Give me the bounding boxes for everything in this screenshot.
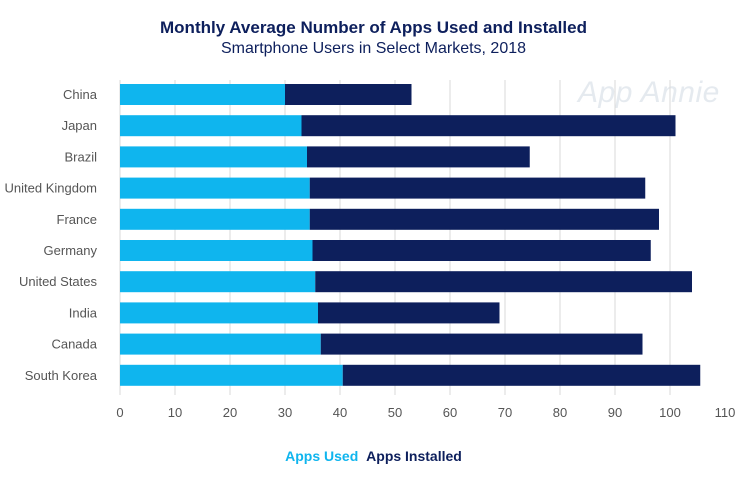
bar-apps-used xyxy=(120,302,318,324)
bar-apps-used xyxy=(120,208,310,230)
category-label: China xyxy=(63,87,98,102)
bar-apps-installed xyxy=(307,146,530,168)
chart-subtitle: Smartphone Users in Select Markets, 2018 xyxy=(220,40,527,57)
x-tick-label: 80 xyxy=(553,405,567,420)
watermark-logo: App Annie xyxy=(578,76,720,109)
bar-apps-installed xyxy=(320,333,643,355)
bar-apps-used xyxy=(120,146,307,168)
category-label: India xyxy=(69,305,98,320)
category-label: Germany xyxy=(44,243,98,258)
category-label: Japan xyxy=(62,118,97,133)
x-axis-labels: 0 10 20 30 40 50 60 70 80 90 100 110 xyxy=(116,405,735,420)
bar-apps-installed xyxy=(309,177,646,199)
bar-apps-used xyxy=(120,84,285,105)
bars xyxy=(120,84,701,386)
y-axis-labels: China Japan Brazil United Kingdom France Germ… xyxy=(5,87,98,383)
bar-apps-used xyxy=(120,364,343,386)
category-label: United Kingdom xyxy=(5,181,98,196)
bar-apps-installed xyxy=(318,302,500,324)
category-label: France xyxy=(57,212,97,227)
x-tick-label: 0 xyxy=(116,405,123,420)
x-tick-label: 110 xyxy=(715,405,736,420)
bar-apps-installed xyxy=(342,364,701,386)
bar-apps-used xyxy=(120,333,321,355)
legend-item-apps-installed: Apps Installed xyxy=(366,448,462,464)
bar-chart: China Japan Brazil United Kingdom France Germ… xyxy=(5,80,735,420)
x-tick-label: 10 xyxy=(168,405,182,420)
bar-apps-installed xyxy=(315,271,692,293)
bar-apps-used xyxy=(120,271,316,293)
x-tick-label: 50 xyxy=(388,405,402,420)
chart-title: Monthly Average Number of Apps Used and … xyxy=(160,18,587,37)
x-tick-label: 40 xyxy=(333,405,347,420)
x-tick-label: 70 xyxy=(498,405,512,420)
bar-apps-used xyxy=(120,240,313,261)
bar-apps-installed xyxy=(301,115,676,137)
category-label: Brazil xyxy=(64,149,97,164)
bar-apps-used xyxy=(120,115,302,137)
bar-apps-installed xyxy=(312,240,651,261)
category-label: South Korea xyxy=(25,368,98,383)
bar-apps-installed xyxy=(309,208,659,230)
x-tick-label: 90 xyxy=(608,405,622,420)
x-tick-label: 100 xyxy=(659,405,681,420)
x-tick-label: 30 xyxy=(278,405,292,420)
bar-apps-used xyxy=(120,177,310,199)
category-label: Canada xyxy=(51,337,97,352)
legend-item-apps-used: Apps Used xyxy=(285,448,359,464)
x-tick-label: 60 xyxy=(443,405,457,420)
category-label: United States xyxy=(19,274,98,289)
bar-apps-installed xyxy=(285,84,412,105)
x-tick-label: 20 xyxy=(223,405,237,420)
legend: Apps Used Apps Installed xyxy=(0,448,747,464)
